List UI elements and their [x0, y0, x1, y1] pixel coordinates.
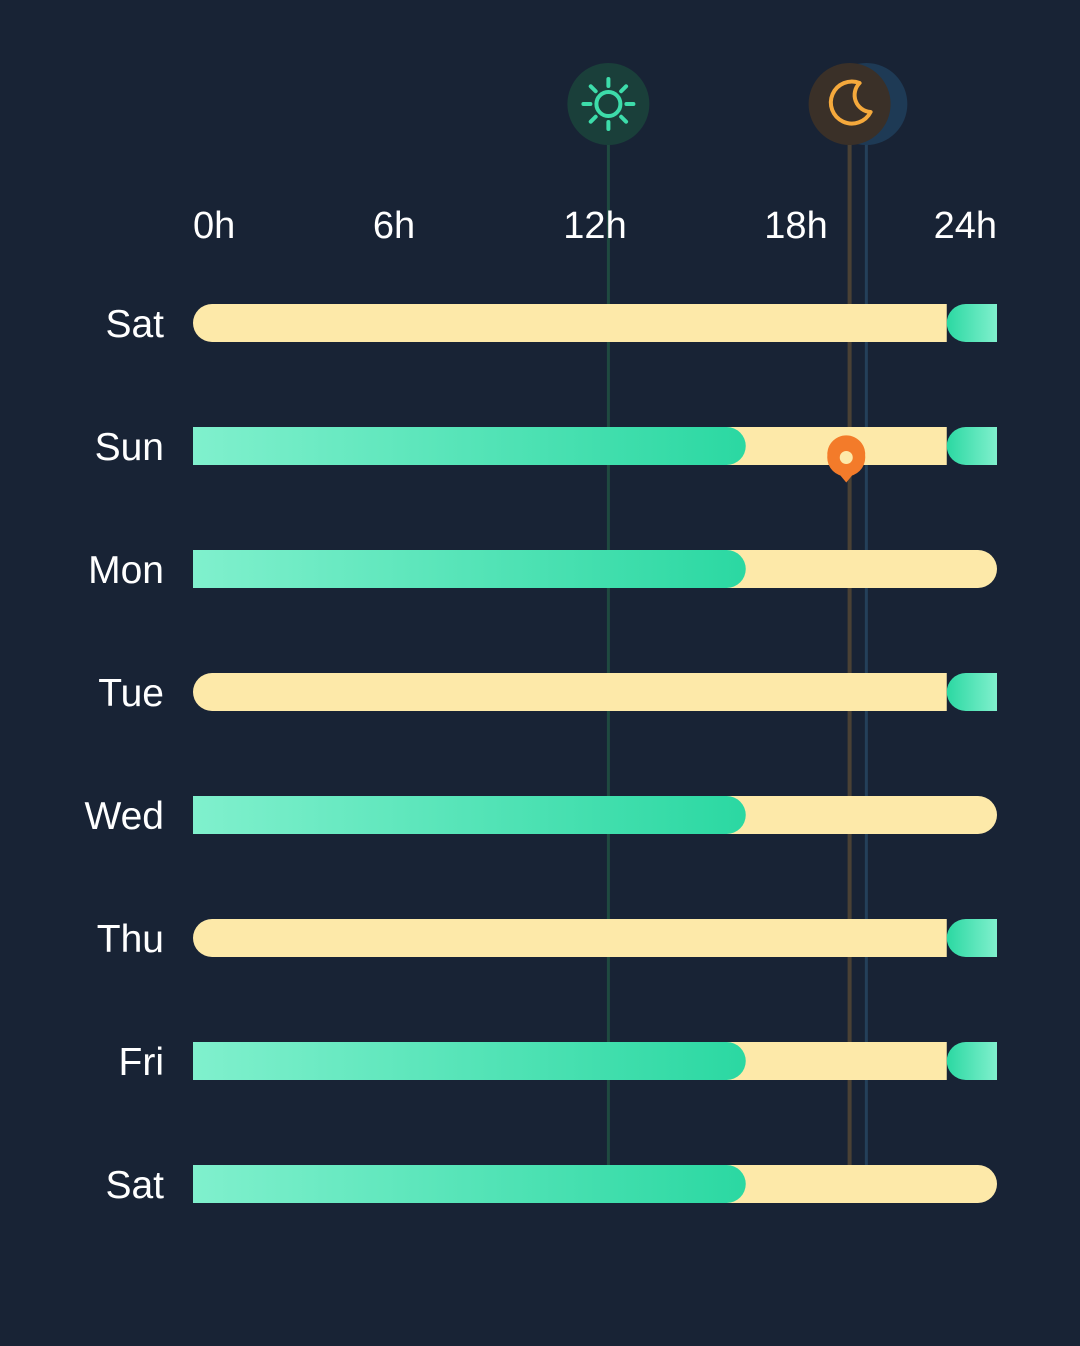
day-row: Tue [98, 672, 997, 715]
light-segment [193, 919, 947, 957]
day-rows: Sat Sun Mon Tue Wed Thu Fri Sat [85, 303, 997, 1207]
day-row: Sat [105, 303, 997, 346]
day-label: Sat [105, 1164, 164, 1207]
dark-segment [946, 1042, 997, 1080]
marker-lines [606, 104, 868, 1165]
x-tick-label: 18h [764, 205, 827, 247]
marker-icons [567, 63, 908, 145]
day-label: Fri [119, 1041, 164, 1084]
dark-segment [946, 673, 997, 711]
moon-icon [808, 63, 891, 145]
day-label: Wed [85, 795, 165, 838]
x-tick-label: 24h [934, 205, 997, 247]
dark-segment [193, 796, 746, 834]
x-axis: 0h 6h 12h 18h 24h [193, 205, 997, 247]
dark-segment [193, 550, 746, 588]
x-tick-label: 6h [373, 205, 415, 247]
day-label: Tue [98, 672, 164, 715]
day-row: Mon [88, 549, 997, 592]
day-label: Sat [105, 303, 164, 346]
pin-layer [827, 435, 866, 483]
day-row: Fri [119, 1041, 997, 1084]
day-row: Wed [85, 795, 997, 838]
light-segment [726, 1165, 997, 1203]
dark-segment [946, 304, 997, 342]
light-segment [193, 304, 947, 342]
dark-segment [193, 427, 746, 465]
dark-segment [193, 1042, 746, 1080]
light-segment [726, 1042, 947, 1080]
day-label: Thu [97, 918, 164, 961]
dark-segment [946, 427, 997, 465]
x-tick-label: 12h [563, 205, 626, 247]
day-label: Mon [88, 549, 164, 592]
sun-icon [567, 63, 650, 145]
light-segment [726, 796, 997, 834]
day-row: Thu [97, 918, 997, 961]
dark-segment [946, 919, 997, 957]
x-tick-label: 0h [193, 205, 235, 247]
light-segment [193, 673, 947, 711]
dark-segment [193, 1165, 746, 1203]
location-pin-icon [827, 435, 866, 483]
day-row: Sat [105, 1164, 997, 1207]
light-segment [726, 550, 997, 588]
day-label: Sun [95, 426, 164, 469]
